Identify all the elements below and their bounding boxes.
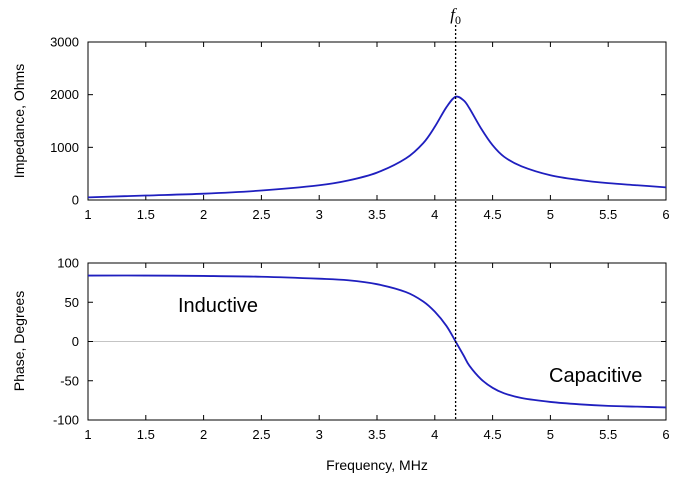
impedance-panel: 1 1.5 2 2.5 3 3.5 4 4.5 5 5.5 6 0 1000 2000 3000 Impe… (11, 35, 670, 223)
resonance-subscript: 0 (455, 13, 461, 27)
impedance-x-tick-label: 6 (662, 207, 669, 222)
impedance-x-tick-label: 2.5 (252, 207, 270, 222)
impedance-x-tick-label: 1.5 (137, 207, 155, 222)
phase-axis-ticks (88, 263, 666, 420)
frequency-x-axis-title: Frequency, MHz (326, 457, 428, 473)
impedance-y-tick-label: 0 (72, 193, 79, 208)
impedance-plot-frame (87, 41, 667, 201)
phase-y-tick-label: -50 (60, 373, 79, 388)
phase-x-tick-label: 6 (662, 427, 669, 442)
phase-y-tick-labels: 100 50 0 -50 -100 (53, 256, 79, 428)
impedance-x-tick-label: 5.5 (599, 207, 617, 222)
impedance-x-tick-label: 4.5 (484, 207, 502, 222)
impedance-y-tick-label: 2000 (50, 87, 79, 102)
resonance-f-symbol: f (450, 5, 457, 24)
phase-y-tick-label: 50 (65, 295, 79, 310)
impedance-curve (87, 95, 667, 199)
phase-y-tick-label: 100 (57, 256, 79, 271)
phase-y-axis-title: Phase, Degrees (11, 291, 27, 391)
phase-x-tick-label: 1 (84, 427, 91, 442)
phase-x-tick-label: 3.5 (368, 427, 386, 442)
phase-y-tick-label: 0 (72, 334, 79, 349)
impedance-y-tick-label: 1000 (50, 140, 79, 155)
resonance-frequency-label: f0 (450, 5, 461, 27)
phase-x-tick-label: 3 (316, 427, 323, 442)
impedance-y-tick-labels: 0 1000 2000 3000 (50, 35, 79, 208)
phase-x-tick-label: 5.5 (599, 427, 617, 442)
capacitive-annotation: Capacitive (549, 365, 642, 387)
impedance-y-tick-label: 3000 (50, 35, 79, 50)
impedance-axis-ticks (88, 42, 666, 200)
impedance-y-axis-title: Impedance, Ohms (11, 64, 27, 178)
phase-x-tick-labels: 1 1.5 2 2.5 3 3.5 4 4.5 5 5.5 6 (84, 427, 669, 442)
impedance-x-tick-label: 1 (84, 207, 91, 222)
phase-x-tick-label: 1.5 (137, 427, 155, 442)
phase-x-tick-label: 2 (200, 427, 207, 442)
impedance-x-tick-label: 5 (547, 207, 554, 222)
phase-x-tick-label: 5 (547, 427, 554, 442)
phase-y-tick-label: -100 (53, 413, 79, 428)
impedance-x-tick-label: 2 (200, 207, 207, 222)
phase-x-tick-label: 4 (431, 427, 438, 442)
phase-x-tick-label: 4.5 (484, 427, 502, 442)
impedance-x-tick-label: 3 (316, 207, 323, 222)
phase-panel: 1 1.5 2 2.5 3 3.5 4 4.5 5 5.5 6 100 50 0 -50 -100 Phas… (11, 256, 670, 474)
inductive-annotation: Inductive (178, 295, 258, 317)
phase-x-tick-label: 2.5 (252, 427, 270, 442)
impedance-x-tick-label: 4 (431, 207, 438, 222)
impedance-x-tick-labels: 1 1.5 2 2.5 3 3.5 4 4.5 5 5.5 6 (84, 207, 669, 222)
impedance-x-tick-label: 3.5 (368, 207, 386, 222)
